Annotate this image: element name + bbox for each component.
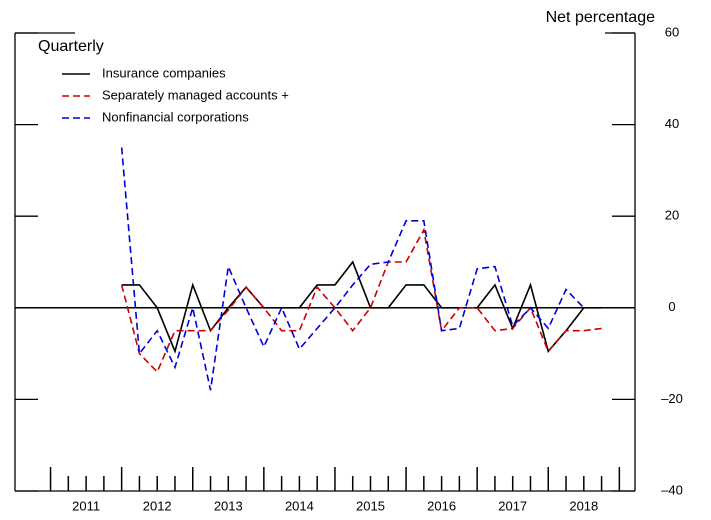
series-line: [121, 260, 602, 354]
series-line: [120, 147, 585, 391]
y-tick-label: –20: [661, 391, 683, 406]
series-line: [120, 227, 602, 374]
x-tick-label: 2016: [427, 498, 456, 513]
y-tick-label: –40: [661, 482, 683, 497]
legend-label: Insurance companies: [102, 65, 226, 80]
y-tick-label: 0: [668, 299, 675, 314]
x-tick-label: 2011: [72, 498, 100, 513]
x-tick-label: 2017: [498, 498, 527, 513]
x-tick-label: 2013: [214, 498, 243, 513]
x-tick-label: 2015: [356, 498, 385, 513]
y-tick-label: 60: [665, 24, 679, 39]
x-tick-label: 2018: [569, 498, 598, 513]
legend-label: Separately managed accounts +: [102, 87, 289, 102]
legend-label: Nonfinancial corporations: [102, 109, 249, 124]
y-tick-label: 40: [665, 116, 679, 131]
y-tick-label: 20: [665, 208, 679, 223]
chart-title: Quarterly: [38, 38, 104, 55]
x-tick-label: 2014: [285, 498, 314, 513]
y-axis-label: Net percentage: [546, 9, 656, 26]
x-tick-label: 2012: [143, 498, 172, 513]
